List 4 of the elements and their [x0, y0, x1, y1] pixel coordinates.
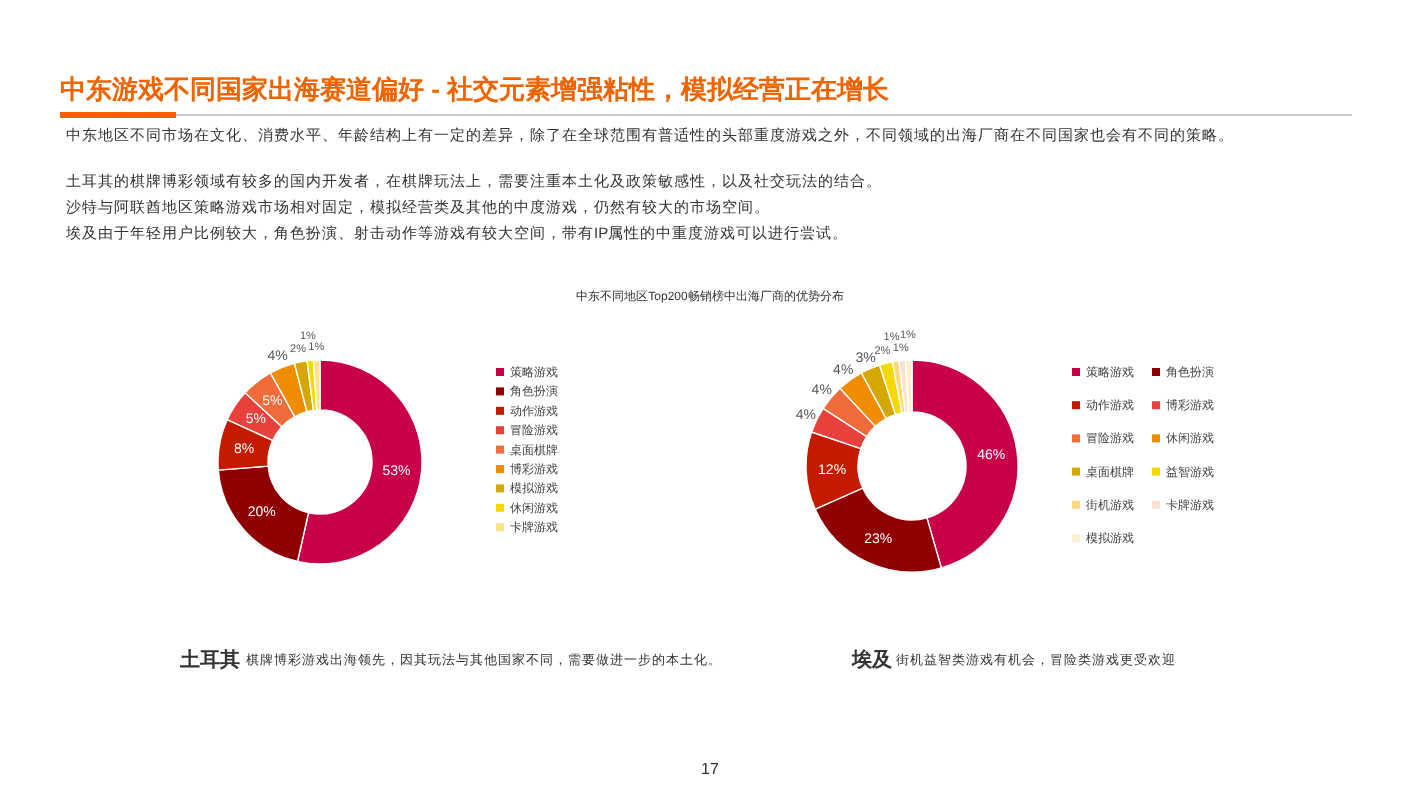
title: 中东游戏不同国家出海赛道偏好 - 社交元素增强粘性，模拟经营正在增长: [60, 72, 890, 108]
annotation: 土耳其: [180, 647, 240, 674]
annotation: 埃及: [852, 647, 892, 674]
annotation: 17: [699, 760, 721, 778]
